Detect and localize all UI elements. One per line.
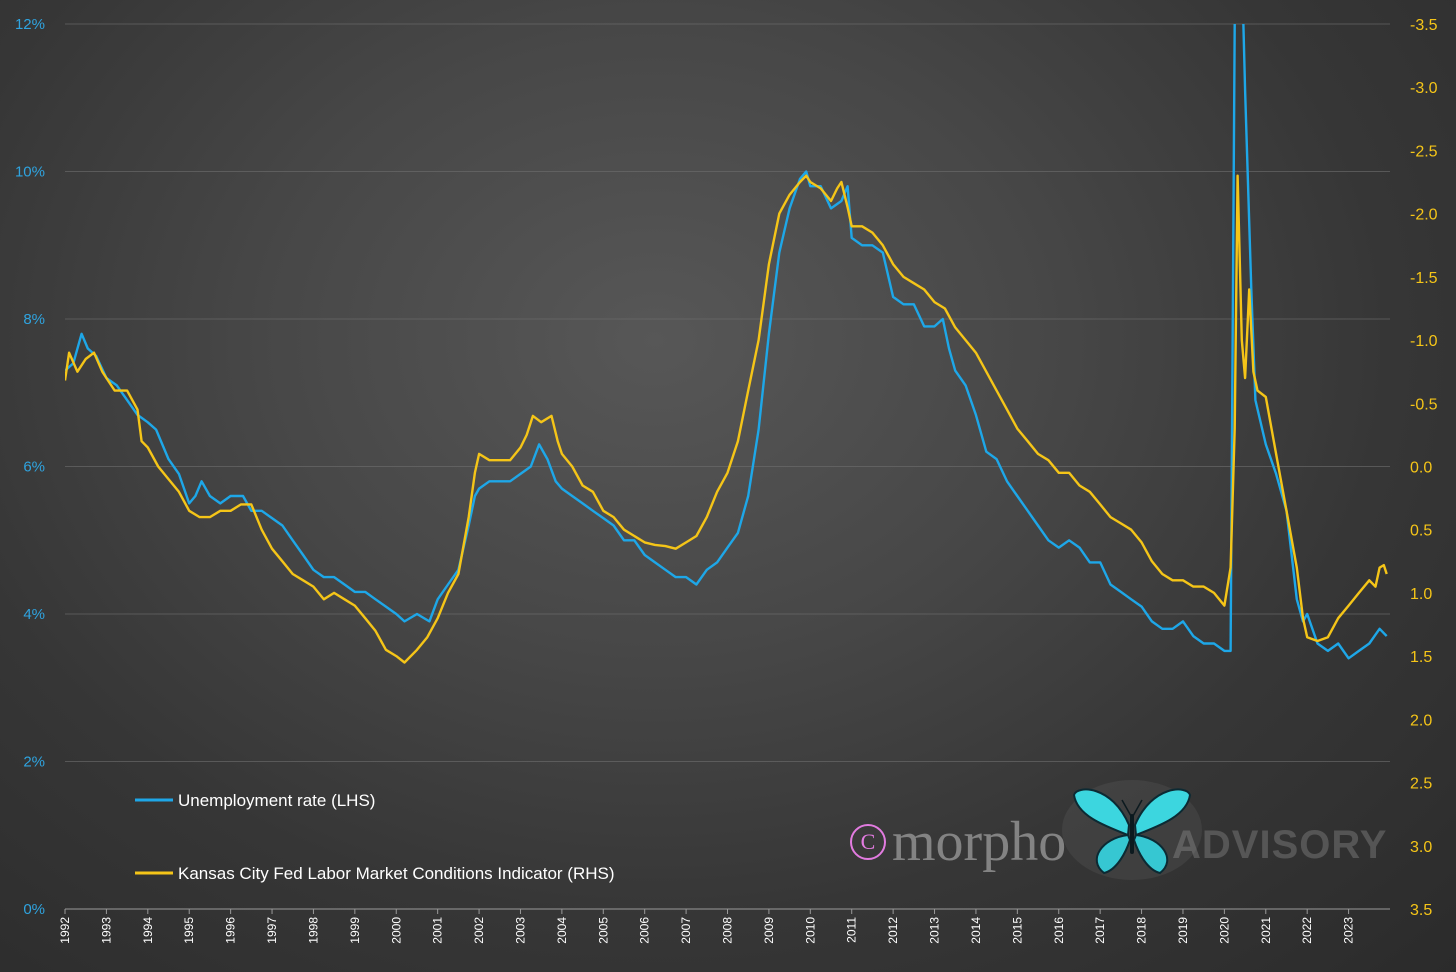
left-tick-label: 8%: [23, 311, 45, 328]
x-axis: 1992 1993 1994 1995 1996 1997 1998 1999 2000 2001…: [58, 908, 1390, 944]
right-axis: -3.5 -3.0 -2.5 -2.0 -1.5 -1.0 -0.5 0.0 0.5 1.0 1.5…: [1410, 17, 1438, 919]
x-tick-label: 2012: [886, 917, 900, 944]
x-tick-label: 2002: [472, 917, 486, 944]
x-tick-label: 2001: [431, 917, 445, 944]
x-tick-label: 2003: [513, 917, 527, 944]
x-tick-label: 2008: [721, 917, 735, 944]
x-tick-label: 2005: [596, 917, 610, 944]
x-tick-label: 1993: [99, 917, 113, 944]
x-tick-label: 2021: [1259, 917, 1273, 944]
x-tick-label: 1996: [224, 917, 238, 944]
x-tick-label: 1992: [58, 917, 72, 944]
right-tick-label: 0.0: [1410, 460, 1432, 477]
copyright-circle-icon: [850, 824, 886, 860]
x-tick-label: 1994: [141, 917, 155, 944]
right-tick-label: -2.0: [1410, 207, 1438, 224]
unemployment-rate-line: [65, 24, 1388, 660]
right-tick-label: 3.0: [1410, 839, 1432, 856]
gridlines: [65, 23, 1390, 762]
legend-label-kc-fed-lmci: Kansas City Fed Labor Market Conditions …: [178, 864, 615, 883]
right-tick-label: -1.5: [1410, 270, 1438, 287]
x-tick-label: 2016: [1052, 917, 1066, 944]
right-tick-label: 0.5: [1410, 523, 1432, 540]
right-tick-label: 1.5: [1410, 649, 1432, 666]
x-tick-label: 2022: [1300, 917, 1314, 944]
x-tick-label: 2023: [1342, 917, 1356, 944]
left-tick-label: 6%: [23, 459, 45, 476]
right-tick-label: -0.5: [1410, 396, 1438, 413]
x-tick-label: 2009: [762, 917, 776, 944]
x-tick-label: 2019: [1176, 917, 1190, 944]
right-tick-label: -1.0: [1410, 333, 1438, 350]
x-tick-label: 2010: [803, 917, 817, 944]
x-tick-label: 2004: [555, 917, 569, 944]
x-tick-label: 2000: [389, 917, 403, 944]
x-tick-label: 1997: [265, 917, 279, 944]
right-tick-label: -3.0: [1410, 80, 1438, 97]
right-tick-label: 1.0: [1410, 586, 1432, 603]
x-tick-label: 2020: [1217, 917, 1231, 944]
watermark-suffix: ADVISORY: [1172, 823, 1387, 867]
x-tick-label: 1995: [182, 917, 196, 944]
left-tick-label: 0%: [23, 901, 45, 918]
right-tick-label: 3.5: [1410, 902, 1432, 919]
left-tick-label: 2%: [23, 754, 45, 771]
right-tick-label: 2.0: [1410, 712, 1432, 729]
x-tick-label: 1998: [306, 917, 320, 944]
butterfly-logo-icon: [1062, 780, 1202, 880]
left-tick-label: 4%: [23, 606, 45, 623]
right-tick-label: -2.5: [1410, 143, 1438, 160]
right-tick-label: 2.5: [1410, 776, 1432, 793]
left-tick-label: 10%: [15, 164, 45, 181]
x-tick-label: 2017: [1093, 917, 1107, 944]
x-tick-label: 2015: [1010, 917, 1024, 944]
series-layer: [65, 24, 1388, 664]
right-tick-label: -3.5: [1410, 17, 1438, 34]
legend: Unemployment rate (LHS) Kansas City Fed …: [135, 791, 615, 883]
copyright-symbol: C: [861, 829, 876, 854]
x-tick-label: 2018: [1135, 917, 1149, 944]
x-tick-label: 2013: [928, 917, 942, 944]
left-tick-label: 12%: [15, 16, 45, 33]
x-tick-label: 2007: [679, 917, 693, 944]
watermark: C morpho ADVISORY: [850, 780, 1387, 880]
x-tick-label: 2014: [969, 917, 983, 944]
kc-fed-lmci-line: [65, 174, 1388, 664]
x-tick-label: 2006: [638, 917, 652, 944]
left-axis: 0% 2% 4% 6% 8% 10% 12%: [15, 16, 45, 918]
legend-label-unemployment: Unemployment rate (LHS): [178, 791, 375, 810]
watermark-brand: morpho: [892, 811, 1066, 873]
x-tick-label: 2011: [845, 917, 859, 943]
x-tick-label: 1999: [348, 917, 362, 944]
